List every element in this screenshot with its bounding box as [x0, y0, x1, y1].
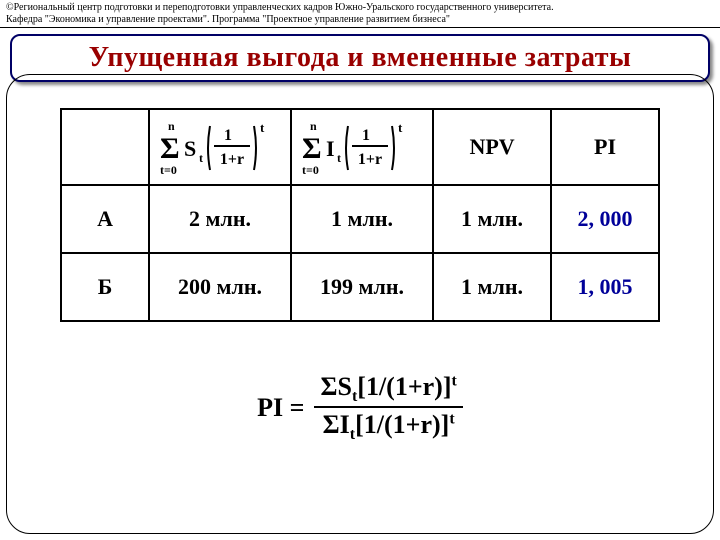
pi-denominator: ΣIt[1/(1+r)]t [314, 406, 462, 444]
svg-text:t=0: t=0 [302, 163, 319, 177]
row-b-sum-i: 199 млн. [291, 253, 433, 321]
row-a-pi: 2, 000 [551, 185, 659, 253]
svg-text:1: 1 [224, 127, 232, 144]
svg-text:t: t [337, 151, 341, 165]
pi-formula: PI = ΣSt[1/(1+r)]t ΣIt[1/(1+r)]t [190, 372, 530, 444]
row-b-label: Б [61, 253, 149, 321]
pi-fraction: ΣSt[1/(1+r)]t ΣIt[1/(1+r)]t [314, 372, 462, 444]
svg-text:1+r: 1+r [220, 151, 244, 168]
row-a-label: А [61, 185, 149, 253]
table-header-row: n Σ t=0 S t 1 1+r t n Σ t=0 I t 1 [61, 109, 659, 185]
header-pi: PI [551, 109, 659, 185]
sum-s-formula-icon: n Σ t=0 S t 1 1+r t [150, 112, 290, 182]
copyright-line2: Кафедра "Экономика и управление проектам… [6, 14, 450, 25]
row-b-pi: 1, 005 [551, 253, 659, 321]
header-npv: NPV [433, 109, 551, 185]
svg-text:1+r: 1+r [358, 151, 382, 168]
svg-text:Σ: Σ [302, 132, 322, 165]
header-formula-s: n Σ t=0 S t 1 1+r t [149, 109, 291, 185]
copyright-line1: ©Региональный центр подготовки и перепод… [6, 2, 554, 13]
header-empty [61, 109, 149, 185]
row-b-npv: 1 млн. [433, 253, 551, 321]
svg-text:t=0: t=0 [160, 163, 177, 177]
svg-text:t: t [199, 151, 203, 165]
copyright-block: ©Региональный центр подготовки и перепод… [0, 0, 720, 28]
row-b-sum-s: 200 млн. [149, 253, 291, 321]
sum-i-formula-icon: n Σ t=0 I t 1 1+r t [292, 112, 432, 182]
header-formula-i: n Σ t=0 I t 1 1+r t [291, 109, 433, 185]
svg-text:t: t [260, 120, 265, 135]
svg-text:t: t [398, 120, 403, 135]
row-a-npv: 1 млн. [433, 185, 551, 253]
svg-text:Σ: Σ [160, 132, 180, 165]
svg-text:I: I [326, 136, 335, 161]
table-row: Б 200 млн. 199 млн. 1 млн. 1, 005 [61, 253, 659, 321]
row-a-sum-s: 2 млн. [149, 185, 291, 253]
data-table: n Σ t=0 S t 1 1+r t n Σ t=0 I t 1 [60, 108, 660, 322]
table-row: А 2 млн. 1 млн. 1 млн. 2, 000 [61, 185, 659, 253]
page-title: Упущенная выгода и вмененные затраты [89, 42, 632, 73]
svg-text:S: S [184, 136, 196, 161]
row-a-sum-i: 1 млн. [291, 185, 433, 253]
svg-text:1: 1 [362, 127, 370, 144]
pi-equals-label: PI = [257, 393, 304, 423]
svg-text:n: n [310, 119, 317, 133]
pi-numerator: ΣSt[1/(1+r)]t [314, 372, 462, 406]
svg-text:n: n [168, 119, 175, 133]
